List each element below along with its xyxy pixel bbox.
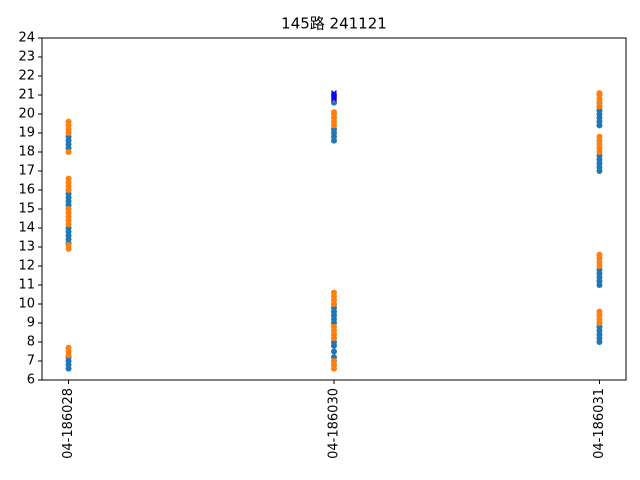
y-tick-label: 7	[27, 354, 35, 369]
point	[65, 149, 72, 155]
x-tick-label: 04-186031	[592, 388, 607, 459]
point	[330, 91, 338, 99]
point	[596, 90, 603, 97]
point	[596, 251, 603, 258]
point	[65, 344, 72, 351]
x-tick-label: 04-186030	[327, 388, 342, 459]
point	[331, 109, 337, 116]
point	[65, 206, 72, 212]
y-tick-label: 10	[18, 297, 35, 312]
y-tick-label: 13	[18, 240, 35, 255]
y-tick-label: 24	[18, 31, 35, 46]
point	[596, 308, 603, 315]
y-tick-label: 14	[18, 221, 35, 236]
y-tick-label: 6	[27, 373, 35, 388]
chart-title: 145路 241121	[281, 15, 387, 33]
y-tick-label: 22	[18, 69, 35, 84]
point	[330, 90, 338, 97]
y-tick-label: 17	[18, 164, 35, 179]
point	[331, 289, 337, 296]
x-tick-label: 04-186028	[61, 388, 76, 459]
y-tick-label: 12	[18, 259, 35, 274]
y-tick-label: 9	[27, 316, 35, 331]
y-tick-label: 15	[18, 202, 35, 217]
point	[65, 175, 72, 182]
point	[596, 133, 603, 140]
point	[331, 348, 337, 355]
y-tick-label: 11	[18, 278, 35, 293]
point	[65, 118, 72, 125]
y-tick-label: 19	[18, 126, 35, 141]
y-tick-label: 23	[18, 50, 35, 65]
y-tick-label: 20	[18, 107, 35, 122]
point	[65, 242, 72, 249]
point	[331, 358, 337, 364]
plot-frame	[41, 37, 627, 381]
y-tick-label: 16	[18, 183, 35, 198]
point	[331, 323, 337, 330]
y-tick-label: 18	[18, 145, 35, 160]
y-tick-label: 21	[18, 88, 35, 103]
y-tick-label: 8	[27, 335, 35, 350]
